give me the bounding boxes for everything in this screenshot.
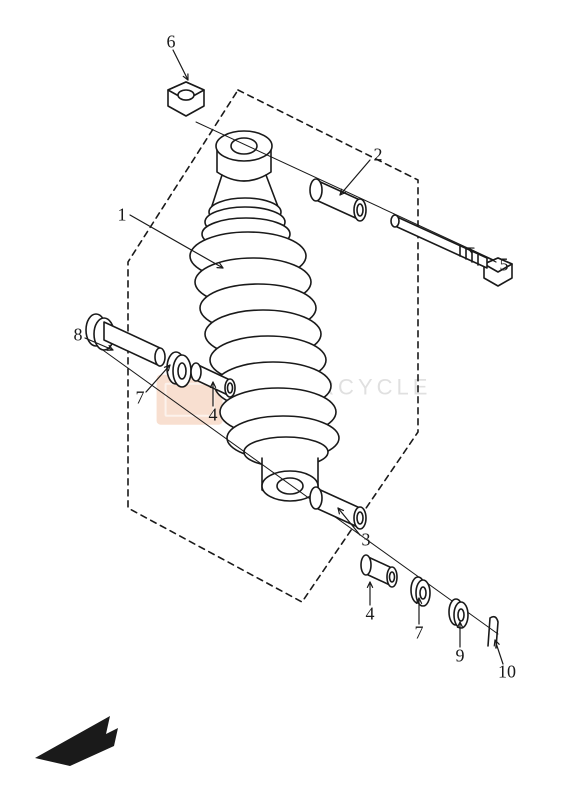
callout-6: 6 xyxy=(167,32,176,53)
callout-9: 9 xyxy=(456,646,465,667)
coil-spring xyxy=(190,232,339,460)
part-6-nut xyxy=(168,82,204,116)
callout-4: 4 xyxy=(366,604,375,625)
callout-1: 1 xyxy=(118,205,127,226)
direction-arrow xyxy=(35,716,118,766)
part-5-bolt xyxy=(391,215,512,286)
callout-7: 7 xyxy=(415,623,424,644)
part-9-washer xyxy=(449,599,468,628)
callout-10: 10 xyxy=(498,662,516,683)
diagram-canvas: MOTORCYCLE PARTS xyxy=(0,0,588,800)
part-8-pin xyxy=(86,314,165,366)
part-7-seal-left xyxy=(167,352,191,387)
callout-3: 3 xyxy=(362,530,371,551)
part-4-collar-right xyxy=(361,555,397,587)
callout-2: 2 xyxy=(374,145,383,166)
callout-4: 4 xyxy=(209,405,218,426)
callout-7: 7 xyxy=(136,388,145,409)
callout-5: 5 xyxy=(500,255,509,276)
part-2-bushing xyxy=(310,179,366,221)
callout-8: 8 xyxy=(74,325,83,346)
